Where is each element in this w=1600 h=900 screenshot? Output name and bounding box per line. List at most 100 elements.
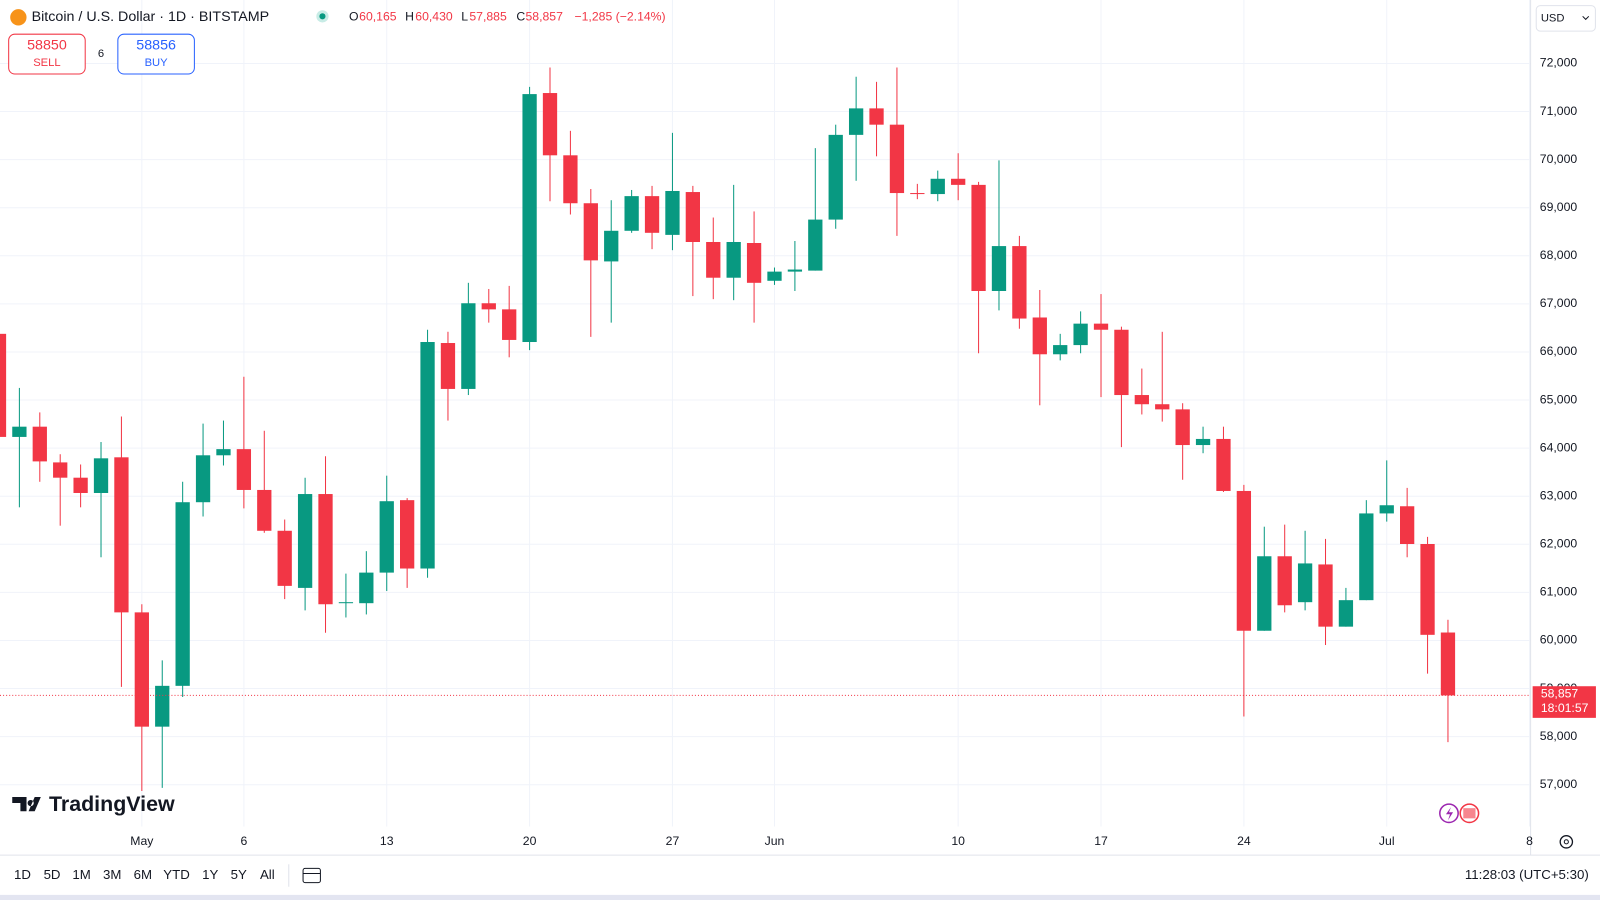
candle-body — [991, 246, 1007, 291]
range-button[interactable]: All — [260, 867, 275, 882]
market-status-dot — [319, 13, 326, 20]
y-tick-label: 68,000 — [1540, 248, 1578, 262]
range-button[interactable]: 5Y — [231, 867, 247, 882]
range-button[interactable]: 6M — [134, 867, 152, 882]
candle-body — [1236, 490, 1252, 631]
candle-body — [440, 343, 456, 389]
candle-body — [930, 178, 945, 195]
ohlc-label: H — [405, 10, 414, 24]
candle-body — [502, 309, 517, 340]
x-tick-label: May — [130, 834, 154, 848]
y-tick-label: 64,000 — [1540, 440, 1578, 454]
x-tick-label: 24 — [1237, 834, 1251, 848]
candle-body — [359, 572, 374, 604]
x-tick-label: 6 — [240, 834, 247, 848]
candle-body — [73, 477, 88, 493]
candle-body — [685, 192, 700, 242]
candle-body — [563, 155, 578, 204]
y-tick-label: 58,000 — [1540, 729, 1578, 743]
candle-body — [910, 193, 925, 195]
y-tick-label: 60,000 — [1540, 633, 1578, 647]
candle-body — [828, 134, 843, 220]
y-tick-label: 72,000 — [1540, 56, 1578, 70]
candle-body — [706, 241, 721, 278]
candle-body — [277, 530, 292, 586]
x-tick-label: 17 — [1094, 834, 1108, 848]
candle-body — [195, 455, 211, 503]
x-tick-label: 13 — [380, 834, 394, 848]
candle-body — [1195, 438, 1211, 446]
candle-body — [175, 502, 190, 686]
symbol-title[interactable]: Bitcoin / U.S. Dollar · 1D · BITSTAMP — [32, 9, 270, 25]
candle-body — [604, 230, 619, 262]
candle-body — [1175, 409, 1190, 446]
settings-core — [1563, 839, 1569, 845]
currency-select[interactable] — [1535, 5, 1596, 32]
y-tick-label: 62,000 — [1540, 537, 1578, 551]
range-button[interactable]: YTD — [163, 867, 190, 882]
y-tick-label: 63,000 — [1540, 488, 1578, 502]
candle-body — [1216, 438, 1231, 491]
y-tick-label: 69,000 — [1540, 200, 1578, 214]
ohlc-value: 57,885 — [469, 10, 507, 24]
candle-body — [1297, 563, 1313, 603]
range-button[interactable]: 1Y — [202, 867, 218, 882]
buy-price: 58856 — [136, 38, 176, 54]
candle-body — [420, 342, 435, 569]
candle-body — [1440, 632, 1456, 696]
y-tick-label: 70,000 — [1540, 152, 1578, 166]
currency: USD — [1541, 12, 1565, 24]
price-axis: 57,00058,00059,00060,00061,00062,00063,0… — [130, 56, 1596, 848]
candle-body — [522, 94, 537, 343]
buy-button[interactable] — [117, 33, 195, 75]
ohlc-label: O — [349, 10, 359, 24]
candle-body — [1073, 323, 1088, 346]
ohlc-label: C — [516, 10, 525, 24]
candle-body — [379, 501, 394, 573]
candle-body — [1032, 317, 1047, 355]
candle-body — [134, 612, 149, 727]
candle-body — [93, 458, 109, 493]
range-button[interactable]: 1D — [14, 867, 31, 882]
candle-body — [971, 184, 986, 291]
candle-body — [400, 500, 415, 569]
flag — [1463, 808, 1476, 819]
candle-body — [787, 269, 803, 272]
candle-body — [236, 449, 252, 490]
x-tick-label: 27 — [666, 834, 680, 848]
x-tick-label: Jun — [765, 834, 785, 848]
candle-body — [848, 108, 864, 135]
range-button[interactable]: 5D — [44, 867, 61, 882]
settings-icon[interactable] — [1559, 835, 1574, 849]
candle-body — [1338, 600, 1354, 627]
candle-body — [257, 489, 272, 531]
candle-body — [114, 457, 129, 613]
candle-body — [889, 124, 905, 194]
candle-body — [1012, 246, 1027, 319]
candles — [0, 67, 1531, 791]
candle-body — [542, 93, 558, 156]
candle-body — [951, 178, 966, 185]
logo-icon — [12, 796, 41, 812]
x-tick-label: 10 — [951, 834, 965, 848]
candle-body — [1114, 329, 1129, 396]
y-tick-label: 61,000 — [1540, 585, 1578, 599]
spread: 6 — [98, 48, 104, 60]
candle-body — [1318, 564, 1333, 627]
range-button[interactable]: 3M — [103, 867, 121, 882]
calendar-icon[interactable] — [302, 867, 321, 884]
x-tick-label: 8 — [1526, 834, 1533, 848]
range-button[interactable]: 1M — [72, 867, 90, 882]
candle-body — [1379, 505, 1394, 514]
candle-body — [624, 196, 639, 231]
sell-button[interactable] — [8, 33, 86, 75]
candle-body — [1053, 345, 1068, 355]
range-toolbar: 1D 5D 1M 3M 6M YTD 1Y 5Y All — [14, 867, 275, 882]
bottom-strip — [0, 894, 1600, 900]
countdown: 18:01:57 — [1541, 701, 1589, 715]
candle-body — [461, 303, 476, 389]
candle-body — [808, 219, 823, 271]
candle-body — [0, 333, 7, 437]
